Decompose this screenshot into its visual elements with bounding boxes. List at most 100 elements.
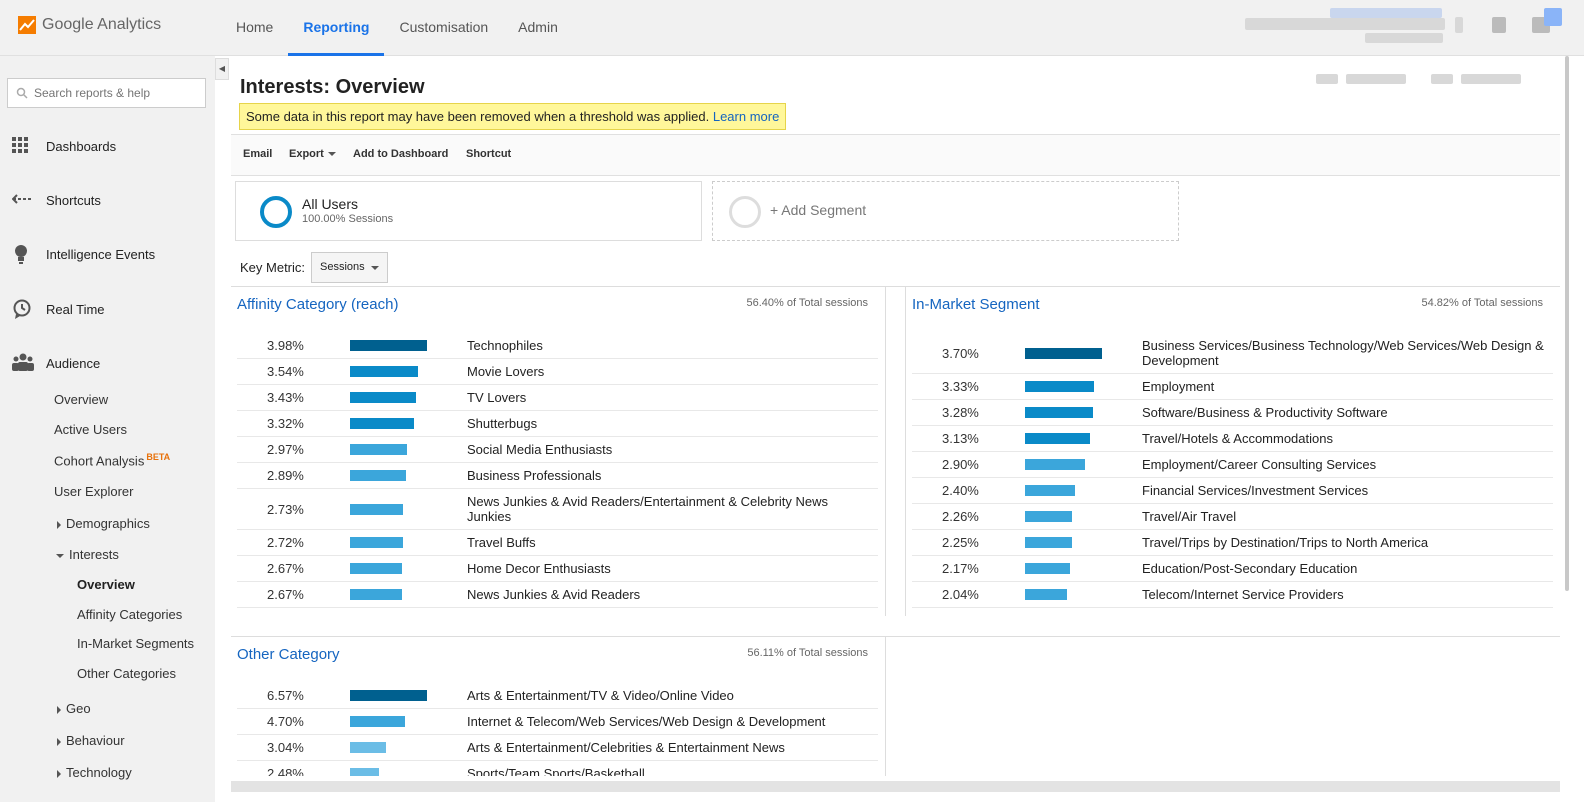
- sidebar-item-affinity-categories[interactable]: Affinity Categories: [77, 607, 183, 622]
- search-input[interactable]: [34, 86, 194, 100]
- row-percentage: 3.43%: [267, 390, 304, 405]
- table-row: 2.26% Travel/Air Travel: [912, 504, 1553, 530]
- row-percentage: 3.54%: [267, 364, 304, 379]
- table-row: 2.67% News Junkies & Avid Readers: [237, 582, 878, 608]
- shortcut-button[interactable]: Shortcut: [466, 148, 512, 160]
- panel-title[interactable]: Other Category: [237, 646, 340, 663]
- audience-icon: [12, 353, 34, 373]
- row-bar: [350, 392, 416, 403]
- sidebar-item-geo[interactable]: Geo: [57, 701, 91, 716]
- learn-more-link[interactable]: Learn more: [712, 109, 780, 124]
- row-bar: [1025, 589, 1067, 600]
- row-bar: [350, 366, 418, 377]
- row-label[interactable]: Travel/Hotels & Accommodations: [1142, 431, 1333, 446]
- vertical-scrollbar[interactable]: [1565, 56, 1569, 591]
- sidebar-item-active-users[interactable]: Active Users: [54, 422, 127, 437]
- google-analytics-logo[interactable]: Google Analytics: [18, 16, 161, 34]
- sidebar-item-real-time[interactable]: Real Time: [12, 299, 105, 319]
- panel-title[interactable]: Affinity Category (reach): [237, 296, 399, 313]
- row-label[interactable]: Internet & Telecom/Web Services/Web Desi…: [467, 714, 826, 729]
- top-nav: Home Reporting Customisation Admin: [236, 0, 573, 56]
- table-row: 2.25% Travel/Trips by Destination/Trips t…: [912, 530, 1553, 556]
- row-label[interactable]: News Junkies & Avid Readers: [467, 587, 641, 602]
- key-metric-select[interactable]: Sessions: [311, 252, 389, 283]
- table-row: 2.73% News Junkies & Avid Readers/Enterta…: [237, 489, 878, 530]
- row-label[interactable]: Technophiles: [467, 338, 543, 353]
- sidebar-item-audience[interactable]: Audience: [12, 353, 100, 373]
- row-percentage: 2.40%: [942, 483, 979, 498]
- nav-home[interactable]: Home: [236, 19, 274, 35]
- chevron-left-icon: ◀: [218, 64, 226, 73]
- row-bar: [350, 716, 405, 727]
- sidebar-item-interests[interactable]: Interests: [56, 547, 119, 562]
- vertical-divider: [905, 286, 906, 616]
- chevron-down-icon: [371, 266, 380, 270]
- row-label[interactable]: Software/Business & Productivity Softwar…: [1142, 405, 1388, 420]
- row-label[interactable]: Business Services/Business Technology/We…: [1142, 338, 1544, 368]
- sidebar-item-other-categories[interactable]: Other Categories: [77, 666, 176, 681]
- row-percentage: 3.32%: [267, 416, 304, 431]
- add-to-dashboard-button[interactable]: Add to Dashboard: [353, 148, 449, 160]
- sidebar-item-in-market-segments[interactable]: In-Market Segments: [77, 636, 195, 651]
- segment-all-users[interactable]: All Users 100.00% Sessions: [235, 181, 702, 241]
- row-label[interactable]: News Junkies & Avid Readers/Entertainmen…: [467, 494, 829, 524]
- sidebar-item-shortcuts[interactable]: Shortcuts: [11, 190, 101, 210]
- sidebar-item-demographics[interactable]: Demographics: [57, 516, 150, 531]
- row-label[interactable]: Financial Services/Investment Services: [1142, 483, 1369, 498]
- row-percentage: 2.89%: [267, 468, 304, 483]
- panel-title[interactable]: In-Market Segment: [912, 296, 1040, 313]
- search-box[interactable]: [7, 78, 206, 108]
- other-category-panel: Other Category 56.11% of Total sessions …: [231, 636, 885, 776]
- table-row: 2.17% Education/Post-Secondary Education: [912, 556, 1553, 582]
- row-label[interactable]: Social Media Enthusiasts: [467, 442, 613, 457]
- row-label[interactable]: Movie Lovers: [467, 364, 545, 379]
- table-row: 2.67% Home Decor Enthusiasts: [237, 556, 878, 582]
- row-label[interactable]: Travel/Trips by Destination/Trips to Nor…: [1142, 535, 1429, 550]
- sidebar-item-technology[interactable]: Technology: [57, 765, 132, 780]
- row-label[interactable]: Sports/Team Sports/Basketball: [467, 766, 645, 776]
- row-label[interactable]: Travel/Air Travel: [1142, 509, 1237, 524]
- sidebar-item-user-explorer[interactable]: User Explorer: [54, 484, 134, 499]
- sidebar-item-overview[interactable]: Overview: [54, 392, 109, 407]
- nav-admin[interactable]: Admin: [518, 19, 558, 35]
- horizontal-scrollbar[interactable]: [231, 781, 1560, 792]
- sidebar-item-dashboards[interactable]: Dashboards: [12, 136, 116, 156]
- sidebar-item-interests-overview[interactable]: Overview: [77, 577, 135, 592]
- row-label[interactable]: Education/Post-Secondary Education: [1142, 561, 1358, 576]
- logo-text: Google Analytics: [42, 16, 162, 33]
- table-row: 3.32% Shutterbugs: [237, 411, 878, 437]
- row-label[interactable]: Shutterbugs: [467, 416, 538, 431]
- table-row: 3.28% Software/Business & Productivity So…: [912, 400, 1553, 426]
- email-button[interactable]: Email: [243, 148, 273, 160]
- nav-reporting[interactable]: Reporting: [288, 0, 385, 56]
- row-bar: [1025, 381, 1094, 392]
- row-percentage: 3.13%: [942, 431, 979, 446]
- sidebar-item-cohort-analysis[interactable]: Cohort Analysis BETA: [54, 452, 170, 468]
- report-content: Interests: Overview Some data in this re…: [231, 56, 1560, 802]
- top-bar: Google Analytics Home Reporting Customis…: [0, 0, 1584, 56]
- row-label[interactable]: Arts & Entertainment/Celebrities & Enter…: [467, 740, 785, 755]
- row-label[interactable]: Travel Buffs: [467, 535, 536, 550]
- row-bar: [350, 340, 427, 351]
- add-segment-button[interactable]: + Add Segment: [712, 181, 1179, 241]
- export-button[interactable]: Export: [289, 148, 336, 160]
- table-row: 2.72% Travel Buffs: [237, 530, 878, 556]
- collapse-sidebar-button[interactable]: ◀: [215, 58, 229, 80]
- row-label[interactable]: TV Lovers: [467, 390, 527, 405]
- nav-customisation[interactable]: Customisation: [399, 19, 489, 35]
- sidebar-item-behaviour[interactable]: Behaviour: [57, 733, 125, 748]
- row-percentage: 2.17%: [942, 561, 979, 576]
- row-label[interactable]: Home Decor Enthusiasts: [467, 561, 611, 576]
- row-label[interactable]: Arts & Entertainment/TV & Video/Online V…: [467, 688, 734, 703]
- row-percentage: 2.97%: [267, 442, 304, 457]
- row-label[interactable]: Employment/Career Consulting Services: [1142, 457, 1377, 472]
- row-label[interactable]: Telecom/Internet Service Providers: [1142, 587, 1344, 602]
- row-bar: [1025, 407, 1093, 418]
- table-row: 3.54% Movie Lovers: [237, 359, 878, 385]
- vertical-divider: [885, 286, 886, 616]
- row-label[interactable]: Business Professionals: [467, 468, 602, 483]
- sidebar-item-intelligence-events[interactable]: Intelligence Events: [12, 244, 155, 264]
- row-label[interactable]: Employment: [1142, 379, 1215, 394]
- row-percentage: 2.25%: [942, 535, 979, 550]
- add-segment-label: + Add Segment: [770, 202, 867, 218]
